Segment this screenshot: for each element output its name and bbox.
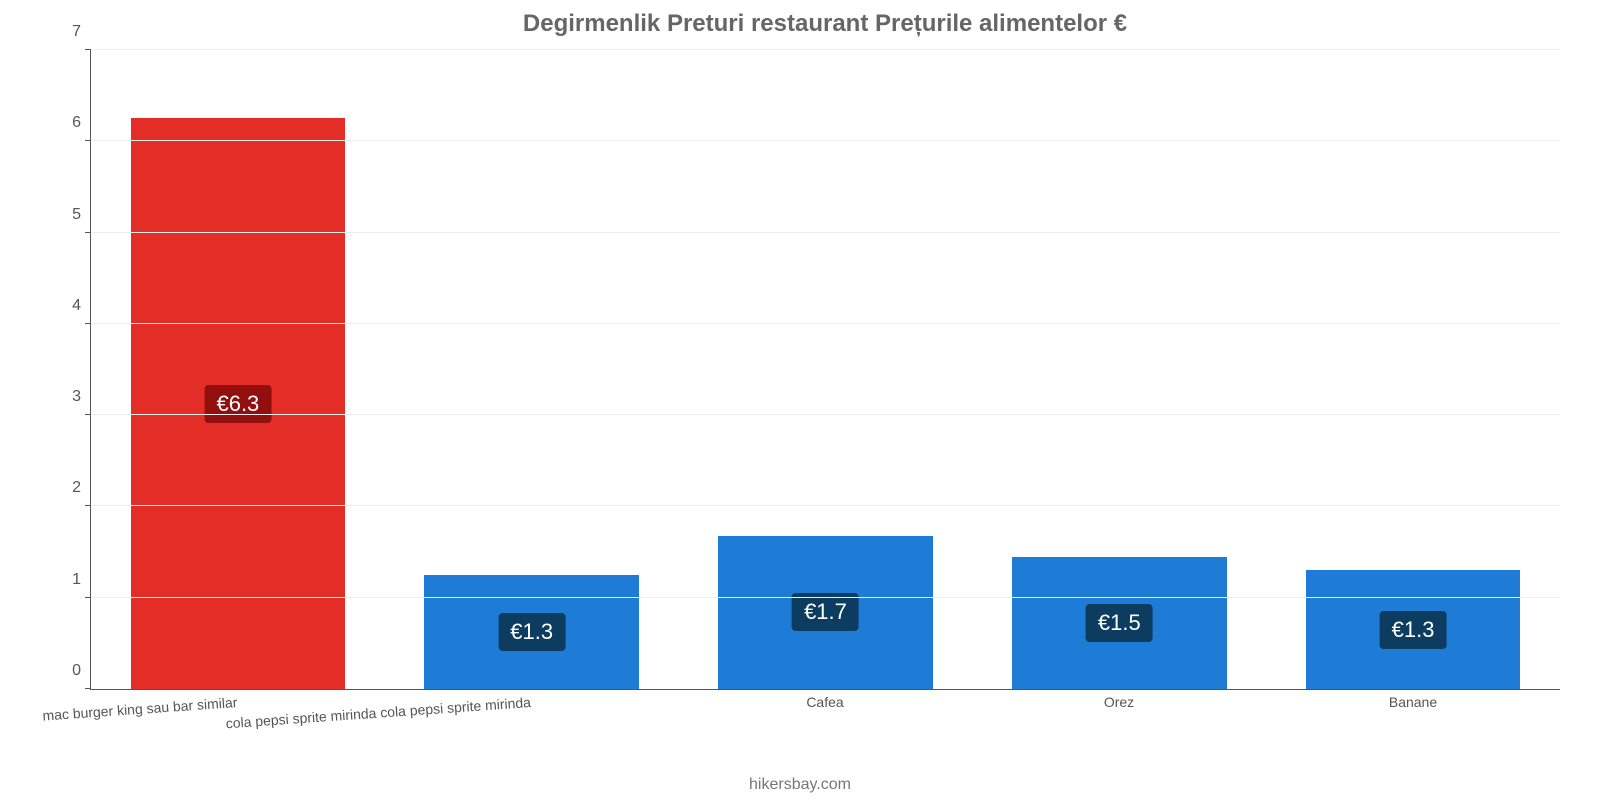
gridline (91, 597, 1560, 598)
bar-slot: €1.3 (1266, 50, 1560, 689)
y-tick-mark (85, 505, 91, 506)
y-tick-label: 6 (72, 114, 91, 132)
x-label: Orez (1104, 694, 1134, 710)
chart-footer: hikersbay.com (0, 776, 1600, 794)
y-tick-mark (85, 232, 91, 233)
bar: €6.3 (131, 118, 345, 689)
bar: €1.5 (1012, 557, 1226, 689)
value-badge: €6.3 (204, 385, 271, 423)
bar: €1.3 (1306, 570, 1520, 689)
y-tick-mark (85, 323, 91, 324)
y-tick-label: 7 (72, 23, 91, 41)
gridline (91, 232, 1560, 233)
y-tick-label: 2 (72, 479, 91, 497)
y-tick-mark (85, 140, 91, 141)
y-tick-label: 3 (72, 388, 91, 406)
x-label: Cafea (806, 694, 843, 710)
bar-slot: €1.7 (679, 50, 973, 689)
value-badge: €1.7 (792, 593, 859, 631)
bars-container: €6.3 €1.3 €1.7 €1.5 €1.3 (91, 50, 1560, 689)
y-tick-label: 0 (72, 662, 91, 680)
value-badge: €1.5 (1086, 604, 1153, 642)
value-badge: €1.3 (1380, 611, 1447, 649)
bar-slot: €1.3 (385, 50, 679, 689)
x-label-slot: Banane (1266, 690, 1560, 740)
plot-area: €6.3€1.3€1.7€1.5€1.3 01234567 (90, 50, 1560, 690)
value-badge: €1.3 (498, 613, 565, 651)
bar: €1.3 (424, 575, 638, 689)
y-tick-label: 4 (72, 297, 91, 315)
gridline (91, 49, 1560, 50)
gridline (91, 414, 1560, 415)
x-label: Banane (1389, 694, 1437, 710)
price-chart: Degirmenlik Preturi restaurant Prețurile… (0, 0, 1600, 800)
gridline (91, 323, 1560, 324)
bar-slot: €6.3 (91, 50, 385, 689)
x-label-slot: Orez (972, 690, 1266, 740)
x-label-slot: Cafea (678, 690, 972, 740)
x-label-slot: cola pepsi sprite mirinda cola pepsi spr… (384, 690, 678, 740)
bar: €1.7 (718, 536, 932, 689)
y-tick-mark (85, 597, 91, 598)
y-tick-label: 1 (72, 571, 91, 589)
x-label: mac burger king sau bar similar (42, 694, 238, 724)
y-tick-label: 5 (72, 206, 91, 224)
chart-title: Degirmenlik Preturi restaurant Prețurile… (90, 10, 1560, 40)
gridline (91, 140, 1560, 141)
x-axis-labels: mac burger king sau bar similarcola peps… (90, 690, 1560, 740)
bar-slot: €1.5 (972, 50, 1266, 689)
y-tick-mark (85, 49, 91, 50)
y-tick-mark (85, 688, 91, 689)
gridline (91, 505, 1560, 506)
y-tick-mark (85, 414, 91, 415)
